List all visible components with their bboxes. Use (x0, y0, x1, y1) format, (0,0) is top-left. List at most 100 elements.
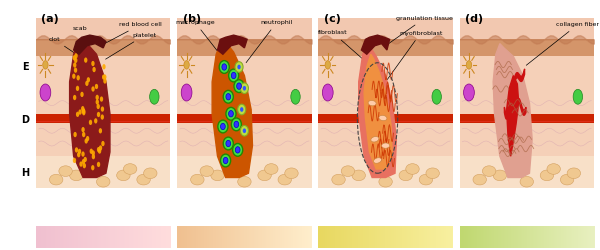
Ellipse shape (91, 86, 95, 92)
Ellipse shape (181, 84, 192, 101)
Ellipse shape (406, 164, 419, 174)
Ellipse shape (73, 55, 76, 60)
Ellipse shape (92, 154, 95, 159)
Ellipse shape (40, 84, 51, 101)
Ellipse shape (82, 127, 85, 132)
Ellipse shape (79, 110, 82, 115)
Bar (460, 18, 594, 188)
Text: Remodeling: Remodeling (494, 237, 559, 247)
Polygon shape (70, 39, 110, 177)
Text: (c): (c) (324, 14, 341, 24)
Ellipse shape (92, 67, 96, 72)
Ellipse shape (91, 61, 95, 66)
Bar (460, 56, 594, 156)
Ellipse shape (540, 170, 554, 181)
Ellipse shape (374, 158, 382, 163)
Ellipse shape (149, 89, 159, 104)
Ellipse shape (547, 164, 560, 174)
Bar (177, 18, 311, 188)
Polygon shape (493, 44, 532, 178)
Text: Proliferation: Proliferation (351, 237, 420, 247)
Ellipse shape (103, 78, 107, 84)
Ellipse shape (241, 83, 248, 94)
Ellipse shape (74, 58, 77, 63)
Ellipse shape (76, 112, 79, 117)
Ellipse shape (231, 72, 236, 79)
Bar (177, 56, 311, 156)
Ellipse shape (103, 74, 106, 80)
Ellipse shape (143, 168, 157, 178)
Ellipse shape (86, 136, 89, 141)
Ellipse shape (102, 74, 106, 80)
Bar (36, 156, 170, 188)
Text: H: H (21, 168, 29, 178)
Ellipse shape (82, 132, 85, 137)
Ellipse shape (97, 112, 100, 117)
Ellipse shape (72, 74, 76, 79)
Ellipse shape (82, 110, 85, 116)
Ellipse shape (200, 166, 214, 176)
Ellipse shape (399, 170, 412, 181)
Ellipse shape (81, 106, 85, 111)
Ellipse shape (90, 166, 103, 176)
Ellipse shape (73, 62, 76, 68)
Ellipse shape (243, 128, 246, 133)
Ellipse shape (223, 90, 233, 103)
Ellipse shape (352, 170, 365, 181)
Ellipse shape (233, 144, 243, 156)
Ellipse shape (70, 170, 83, 181)
Ellipse shape (211, 170, 224, 181)
Text: neutrophil: neutrophil (246, 20, 293, 63)
Ellipse shape (91, 165, 94, 170)
Ellipse shape (86, 77, 90, 82)
Ellipse shape (291, 89, 300, 104)
Ellipse shape (235, 147, 240, 153)
Bar (36, 114, 170, 123)
Ellipse shape (382, 143, 389, 148)
Ellipse shape (236, 83, 241, 89)
Ellipse shape (101, 106, 104, 112)
Ellipse shape (567, 168, 581, 178)
Ellipse shape (137, 174, 150, 185)
Ellipse shape (371, 136, 379, 142)
Ellipse shape (419, 174, 433, 185)
Ellipse shape (573, 89, 583, 104)
Ellipse shape (222, 64, 227, 70)
Ellipse shape (221, 123, 225, 130)
Ellipse shape (124, 164, 137, 174)
Ellipse shape (379, 176, 392, 187)
Text: Hemostasis: Hemostasis (71, 237, 135, 247)
Ellipse shape (231, 166, 244, 176)
Ellipse shape (426, 168, 439, 178)
Ellipse shape (95, 95, 99, 100)
Ellipse shape (223, 137, 233, 150)
Ellipse shape (332, 174, 345, 185)
Ellipse shape (89, 120, 92, 125)
Bar (177, 39, 311, 56)
Ellipse shape (238, 176, 251, 187)
Text: Inflammation: Inflammation (208, 237, 281, 247)
Bar (319, 114, 453, 123)
Ellipse shape (82, 152, 85, 157)
Ellipse shape (258, 170, 271, 181)
Ellipse shape (229, 110, 233, 117)
Ellipse shape (432, 89, 442, 104)
Ellipse shape (49, 174, 63, 185)
Ellipse shape (238, 65, 241, 69)
Bar (36, 18, 170, 188)
Ellipse shape (59, 166, 73, 176)
Text: D: D (21, 115, 29, 125)
Ellipse shape (234, 121, 239, 128)
Ellipse shape (243, 86, 246, 90)
Bar (460, 156, 594, 188)
Text: fibroblast: fibroblast (319, 30, 367, 63)
Ellipse shape (74, 53, 78, 59)
Ellipse shape (79, 162, 83, 167)
Text: red blood cell: red blood cell (103, 22, 162, 44)
Ellipse shape (89, 148, 93, 154)
Ellipse shape (82, 108, 85, 114)
Ellipse shape (466, 60, 472, 69)
Ellipse shape (235, 62, 243, 72)
Ellipse shape (372, 166, 386, 176)
Text: scab: scab (73, 26, 91, 42)
